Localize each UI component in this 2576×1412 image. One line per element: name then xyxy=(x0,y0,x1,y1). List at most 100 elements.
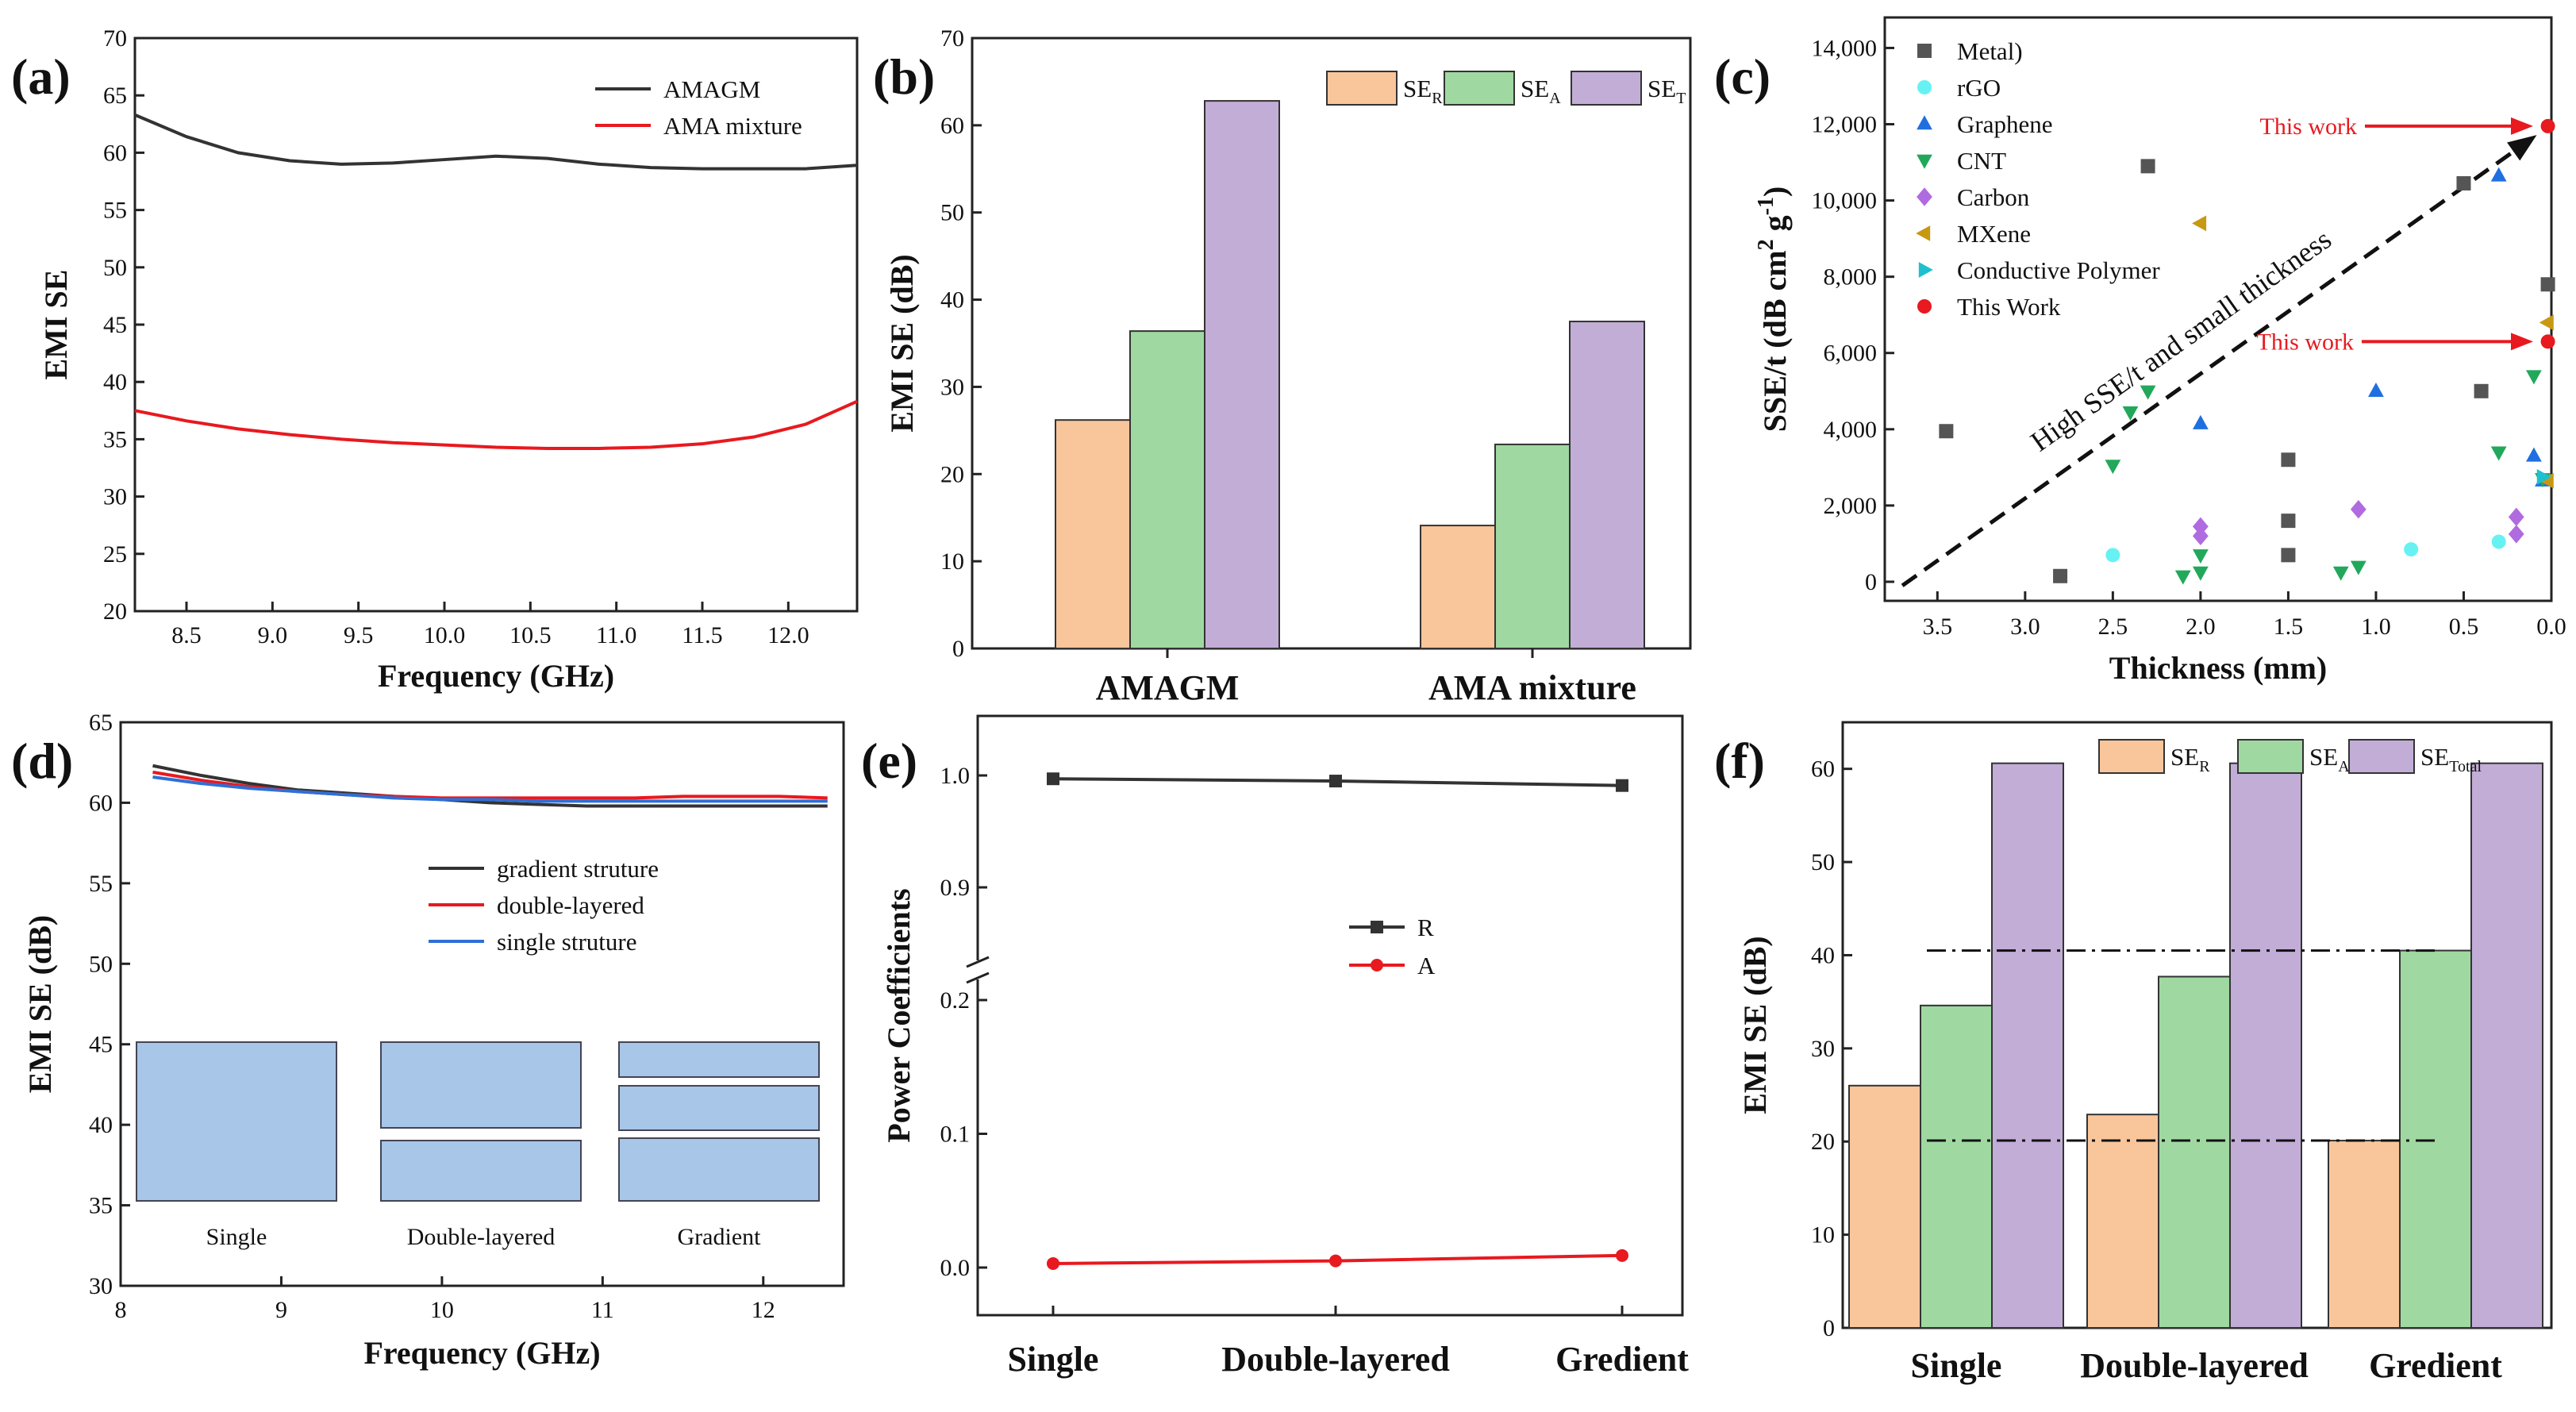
legend-main: SE xyxy=(1647,75,1676,102)
data-point xyxy=(2456,175,2471,190)
y-axis-title: EMI SE (dB) xyxy=(22,915,58,1094)
data-point xyxy=(2350,500,2366,519)
series-line xyxy=(134,113,858,171)
x-tick-label: 12.0 xyxy=(767,622,809,648)
y-tick-label: 60 xyxy=(103,140,127,166)
legend-label: Graphene xyxy=(1957,110,2053,138)
x-tick-label: 8.5 xyxy=(171,622,202,648)
legend-label: SEA xyxy=(1521,75,1561,107)
legend-label: Conductive Polymer xyxy=(1957,256,2160,284)
x-tick-label: 2.0 xyxy=(2186,614,2216,640)
data-point xyxy=(2192,215,2207,232)
data-point xyxy=(2540,277,2555,292)
legend-label: Metal) xyxy=(1957,37,2023,65)
legend-swatch xyxy=(1326,71,1398,106)
legend-label: SETotal xyxy=(2420,743,2482,775)
data-point xyxy=(1616,779,1628,792)
legend-label: R xyxy=(1417,914,1434,941)
legend-label: gradient struture xyxy=(497,855,659,883)
legend-marker xyxy=(1917,299,1932,314)
y-tick-label: 55 xyxy=(103,198,127,224)
y-tick-label: 14,000 xyxy=(1812,35,1878,61)
bar xyxy=(1420,525,1496,650)
legend-sub: R xyxy=(2199,758,2210,775)
x-tick-label: 10.5 xyxy=(509,622,552,648)
y-tick-label: 1.0 xyxy=(940,763,971,789)
y-tick-label: 55 xyxy=(89,871,113,897)
data-point xyxy=(2192,414,2209,429)
axis-break-gap xyxy=(971,960,984,979)
x-tick-label: 10.0 xyxy=(424,622,466,648)
data-point xyxy=(2404,542,2419,557)
bar xyxy=(1494,443,1571,649)
y-tick-label: 50 xyxy=(89,951,113,977)
panel-label: (b) xyxy=(873,48,935,105)
data-point xyxy=(2192,549,2209,564)
category-label: Double-layered xyxy=(1221,1340,1450,1379)
y-axis-title: EMI SE (dB) xyxy=(884,254,920,433)
x-tick-label: 1.5 xyxy=(2274,614,2304,640)
plot-frame xyxy=(119,721,845,1287)
y-tick-label: 45 xyxy=(103,312,127,338)
legend-swatch xyxy=(1444,71,1515,106)
data-point xyxy=(2525,370,2542,385)
y-tick-label: 10,000 xyxy=(1812,188,1878,214)
legend-label: double-layered xyxy=(497,891,644,919)
y-tick-label: 6,000 xyxy=(1824,340,1878,367)
data-point xyxy=(2192,526,2209,546)
panel-e: (e) 0.9 1.0 0.0 0.1 0.2 Single Double-layered Gr… xyxy=(861,714,1689,1379)
plot-frame xyxy=(976,714,1684,1317)
legend-swatch xyxy=(2237,739,2304,774)
data-point xyxy=(1939,424,1954,439)
axis-break-mark xyxy=(966,971,990,984)
y-tick-label: 30 xyxy=(89,1273,113,1299)
legend-label: AMAGM xyxy=(663,75,760,103)
legend-label: CNT xyxy=(1957,147,2006,175)
y-tick-label: 50 xyxy=(940,200,964,226)
bar xyxy=(1055,419,1131,649)
legend-label: This Work xyxy=(1957,293,2061,321)
data-point xyxy=(2332,566,2349,581)
y-axis-title: EMI SE (dB) xyxy=(1737,936,1773,1114)
y-tick-label: 70 xyxy=(103,25,127,52)
legend-main: SE xyxy=(1403,75,1432,102)
panel-label: (c) xyxy=(1714,48,1771,105)
y-tick-label: 25 xyxy=(103,541,127,567)
y-tick-label: 0.2 xyxy=(940,987,971,1014)
data-point xyxy=(2525,447,2542,462)
panel-a: (a) 20 25 30 35 40 45 50 55 60 65 70 8.5 9.0 9.5 10.0 10… xyxy=(11,25,859,694)
legend-marker xyxy=(1917,187,1932,206)
data-point xyxy=(2539,314,2554,331)
data-point xyxy=(2281,548,2296,563)
y-axis-title: Power Coefficients xyxy=(881,888,917,1142)
y-tick-label: 12,000 xyxy=(1812,112,1878,138)
y-tick-label: 0 xyxy=(952,636,964,662)
data-point xyxy=(2491,534,2506,549)
panel-label: (d) xyxy=(11,733,73,789)
y-tick-label: 35 xyxy=(103,426,127,452)
bar xyxy=(2158,975,2231,1329)
legend-sub: T xyxy=(1676,90,1686,107)
y-tick-label: 35 xyxy=(89,1193,113,1219)
x-tick-label: 2.5 xyxy=(2098,614,2128,640)
y-tick-label: 70 xyxy=(940,25,964,52)
y-tick-label: 10 xyxy=(1811,1222,1835,1248)
y-tick-label: 10 xyxy=(940,548,964,575)
data-point xyxy=(2192,517,2209,537)
panel-f: (f) 0 10 20 30 40 50 60 Single Double-layered Gred… xyxy=(1714,721,2553,1385)
data-point xyxy=(1616,1248,1628,1262)
y-axis-title: EMI SE xyxy=(38,270,74,380)
bar xyxy=(1129,330,1205,649)
x-tick-label: 11.0 xyxy=(596,622,636,648)
panel-label: (e) xyxy=(861,733,917,789)
structure-label: Double-layered xyxy=(407,1224,556,1250)
panel-d: (d) 30 35 40 45 50 55 60 65 8 9 10 11 12 gradient stru… xyxy=(11,710,845,1371)
callout-label: This work xyxy=(2257,329,2355,355)
legend-marker xyxy=(1917,115,1932,130)
legend-label: SEA xyxy=(2309,743,2350,775)
legend-label: single struture xyxy=(497,928,637,956)
bar xyxy=(2229,762,2302,1329)
callout-label: This work xyxy=(2260,113,2358,140)
data-point xyxy=(2508,525,2524,544)
legend-sub: R xyxy=(1432,90,1443,107)
